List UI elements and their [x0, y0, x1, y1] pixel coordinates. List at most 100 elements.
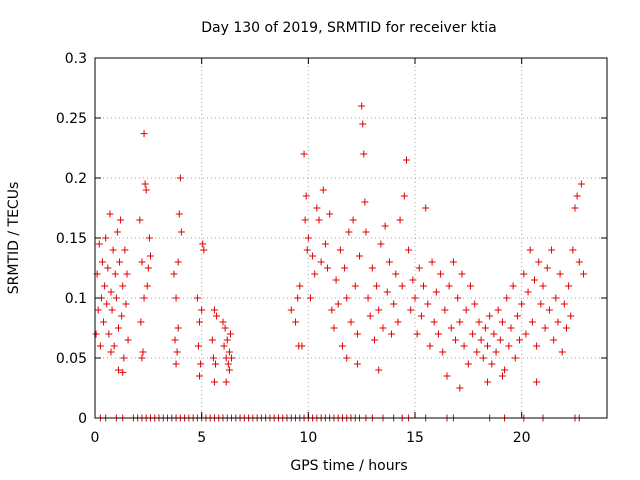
data-point [516, 336, 524, 344]
axis-ticks: 0 0.05 0.1 0.15 0.2 0.25 0.3 0 5 10 15 20 [56, 51, 607, 446]
data-point [479, 354, 487, 362]
data-point [139, 348, 147, 356]
y-tick-label: 0.25 [56, 111, 87, 127]
data-point [345, 228, 353, 236]
data-point [356, 252, 364, 260]
data-point [548, 246, 556, 254]
data-point [398, 282, 406, 290]
data-point [377, 240, 385, 248]
data-point [420, 282, 428, 290]
data-point [213, 312, 221, 320]
data-point [298, 342, 306, 350]
data-point [309, 252, 317, 260]
data-point [338, 342, 346, 350]
data-point [558, 348, 566, 356]
data-point [349, 216, 357, 224]
data-point [543, 264, 551, 272]
data-point [567, 312, 575, 320]
data-point [466, 282, 474, 290]
data-point [294, 294, 302, 302]
data-point [341, 264, 349, 272]
data-point [226, 330, 234, 338]
data-point [417, 312, 425, 320]
y-tick-label: 0.2 [65, 171, 87, 187]
data-point [196, 372, 204, 380]
x-tick-label: 15 [406, 430, 424, 446]
data-point [562, 324, 570, 332]
data-point [117, 216, 125, 224]
data-point [177, 228, 185, 236]
x-tick-label: 5 [197, 430, 206, 446]
data-point [170, 270, 178, 278]
data-point [172, 360, 180, 368]
data-point [361, 198, 369, 206]
data-point [104, 264, 112, 272]
data-point [223, 336, 231, 344]
data-point [119, 282, 127, 290]
data-point [198, 306, 206, 314]
data-point [172, 294, 180, 302]
data-point [107, 348, 115, 356]
data-point [362, 228, 370, 236]
data-point [111, 270, 119, 278]
data-point [123, 270, 131, 278]
data-point [368, 264, 376, 272]
data-point [383, 288, 391, 296]
data-point [98, 258, 106, 266]
data-point [394, 318, 402, 326]
data-point [456, 318, 464, 326]
data-point [484, 342, 492, 350]
data-point [210, 306, 218, 314]
data-point [287, 306, 295, 314]
data-point [219, 318, 227, 326]
data-point [569, 246, 577, 254]
data-point [225, 348, 233, 356]
data-point [311, 270, 319, 278]
data-point [533, 378, 541, 386]
data-point [306, 294, 314, 302]
data-point [144, 264, 152, 272]
data-point [138, 258, 146, 266]
data-point [136, 216, 144, 224]
data-point [522, 330, 530, 338]
data-point [552, 294, 560, 302]
x-tick-label: 20 [513, 430, 531, 446]
data-point [196, 318, 204, 326]
data-point [501, 366, 509, 374]
data-point [209, 354, 217, 362]
data-point [496, 336, 504, 344]
data-point [580, 270, 588, 278]
data-point [533, 342, 541, 350]
data-point [106, 210, 114, 218]
data-point [140, 294, 148, 302]
data-point [390, 300, 398, 308]
data-point [405, 246, 413, 254]
data-point [449, 258, 457, 266]
data-point [439, 348, 447, 356]
data-point [541, 324, 549, 332]
y-tick-label: 0 [78, 411, 87, 427]
data-point [100, 318, 108, 326]
y-tick-label: 0.15 [56, 231, 87, 247]
data-point [121, 246, 129, 254]
data-point [301, 216, 309, 224]
data-point [471, 300, 479, 308]
data-point [343, 354, 351, 362]
data-point [375, 366, 383, 374]
chart-title: Day 130 of 2019, SRMTID for receiver kti… [201, 20, 496, 36]
data-point [422, 204, 430, 212]
data-point [477, 336, 485, 344]
data-point [443, 372, 451, 380]
data-point [388, 330, 396, 338]
data-point [407, 306, 415, 314]
data-point [145, 234, 153, 242]
data-point [520, 270, 528, 278]
data-point [332, 276, 340, 284]
y-tick-label: 0.1 [65, 291, 87, 307]
data-point [119, 368, 127, 376]
data-point [208, 336, 216, 344]
data-point [400, 192, 408, 200]
data-point [518, 300, 526, 308]
data-point [174, 258, 182, 266]
data-point [428, 258, 436, 266]
